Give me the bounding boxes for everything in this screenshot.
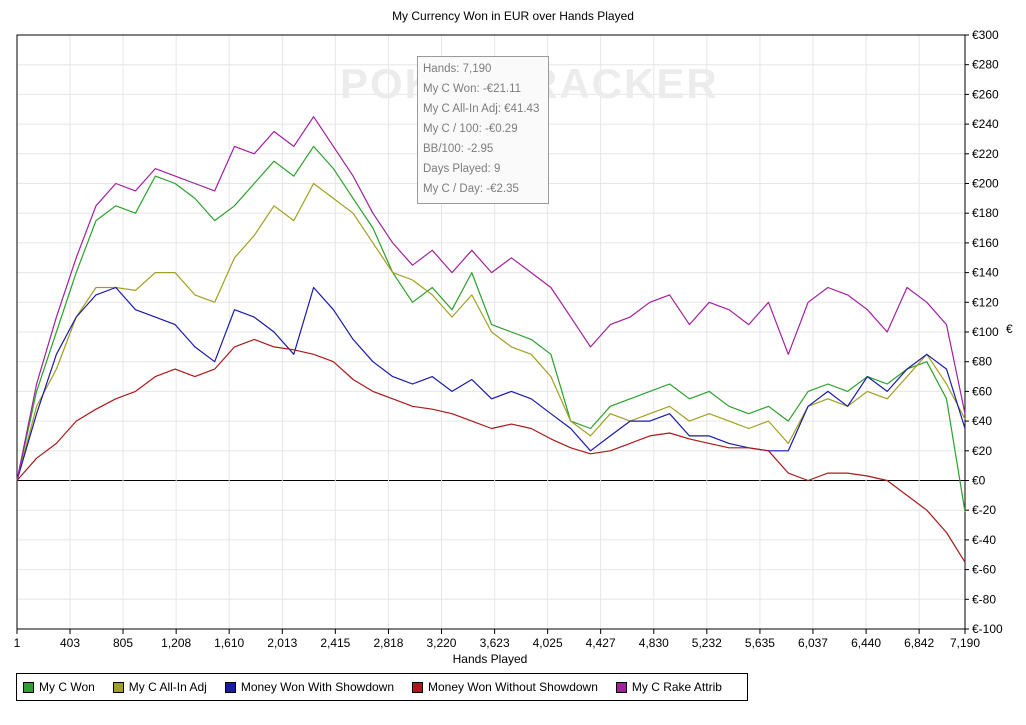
y-tick-label: €200 [972, 177, 999, 191]
chart-title: My Currency Won in EUR over Hands Played [392, 9, 634, 23]
plot-frame [16, 34, 966, 630]
legend-swatch [224, 681, 236, 693]
y-tick-label: €140 [972, 266, 999, 280]
x-tick-label: 2,013 [267, 636, 297, 650]
y-tick-label: €0 [972, 474, 986, 488]
y-tick-label: €40 [972, 414, 992, 428]
x-tick-label: 4,025 [533, 636, 563, 650]
y-tick-label: €-100 [972, 622, 1003, 636]
y-tick-label: €240 [972, 117, 999, 131]
y-tick-label: €160 [972, 236, 999, 250]
tooltip-days-played: Days Played: 9 [423, 163, 501, 175]
x-tick-label: 5,232 [692, 636, 722, 650]
series-line-my-c-rake-attrib [16, 116, 966, 481]
y-tick-label: €220 [972, 147, 999, 161]
x-tick-label: 6,842 [904, 636, 934, 650]
x-tick-label: 1,208 [161, 636, 191, 650]
y-tick-label: €80 [972, 355, 992, 369]
x-axis-label: Hands Played [452, 652, 528, 666]
legend-label: My C All-In Adj [128, 680, 207, 694]
tooltip-won: My C Won: -€21.11 [423, 83, 522, 95]
legend-label: My C Rake Attrib [631, 680, 722, 694]
legend-item-won-without-showdown[interactable]: Money Won Without Showdown [412, 680, 598, 694]
x-tick-label: 7,190 [950, 636, 980, 650]
y-tick-label: €-20 [972, 503, 996, 517]
legend-item-won-with-showdown[interactable]: Money Won With Showdown [224, 680, 395, 694]
x-tick-label: 5,635 [745, 636, 775, 650]
y-tick-label: €280 [972, 58, 999, 72]
y-tick-label: €20 [972, 444, 992, 458]
tooltip-per-100: My C / 100: -€0.29 [423, 123, 518, 135]
legend-swatch [23, 681, 34, 693]
x-tick-label: 3,623 [480, 636, 510, 650]
y-tick-label: €260 [972, 87, 999, 101]
x-tick-label: 6,037 [798, 636, 828, 650]
y-tick-label: €-60 [972, 563, 996, 577]
legend-label: Money Won Without Showdown [428, 680, 598, 694]
legend-label: My C Won [39, 680, 95, 694]
x-tick-label: 1,610 [214, 636, 244, 650]
stats-tooltip: Hands: 7,190 My C Won: -€21.11 My C All-… [417, 56, 549, 204]
legend-swatch [615, 681, 627, 693]
legend: My C Won My C All-In Adj Money Won With … [16, 673, 748, 701]
y-tick-label: €300 [972, 28, 999, 42]
y-tick-label: €180 [972, 206, 999, 220]
legend-item-my-c-won[interactable]: My C Won [23, 680, 95, 694]
x-tick-label: 4,427 [586, 636, 616, 650]
series-line-money-won-with-showdown [16, 286, 966, 481]
legend-label: Money Won With Showdown [240, 680, 395, 694]
x-tick-label: 3,220 [426, 636, 456, 650]
y-tick-label: €-80 [972, 592, 996, 606]
legend-swatch [412, 681, 424, 693]
y-tick-label: €60 [972, 384, 992, 398]
tooltip-bb-100: BB/100: -2.95 [423, 143, 494, 155]
x-tick-label: 1 [14, 636, 21, 650]
x-tick-label: 2,818 [373, 636, 403, 650]
x-tick-label: 805 [113, 636, 133, 650]
tooltip-allin-adj: My C All-In Adj: €41.43 [423, 103, 540, 115]
series-line-money-won-without-showdown [16, 338, 966, 563]
series-line-my-c-won [16, 145, 966, 512]
tooltip-per-day: My C / Day: -€2.35 [423, 183, 519, 195]
y-axis-label: € [1006, 322, 1013, 336]
y-tick-label: €120 [972, 295, 999, 309]
x-tick-label: 2,415 [320, 636, 350, 650]
legend-item-rake-attrib[interactable]: My C Rake Attrib [615, 680, 722, 694]
legend-item-all-in-adj[interactable]: My C All-In Adj [112, 680, 207, 694]
y-tick-label: €100 [972, 325, 999, 339]
x-tick-label: 4,830 [639, 636, 669, 650]
legend-swatch [112, 681, 124, 693]
x-tick-label: 403 [60, 636, 80, 650]
x-tick-label: 6,440 [851, 636, 881, 650]
tooltip-hands: Hands: 7,190 [423, 63, 492, 75]
y-tick-label: €-40 [972, 533, 996, 547]
